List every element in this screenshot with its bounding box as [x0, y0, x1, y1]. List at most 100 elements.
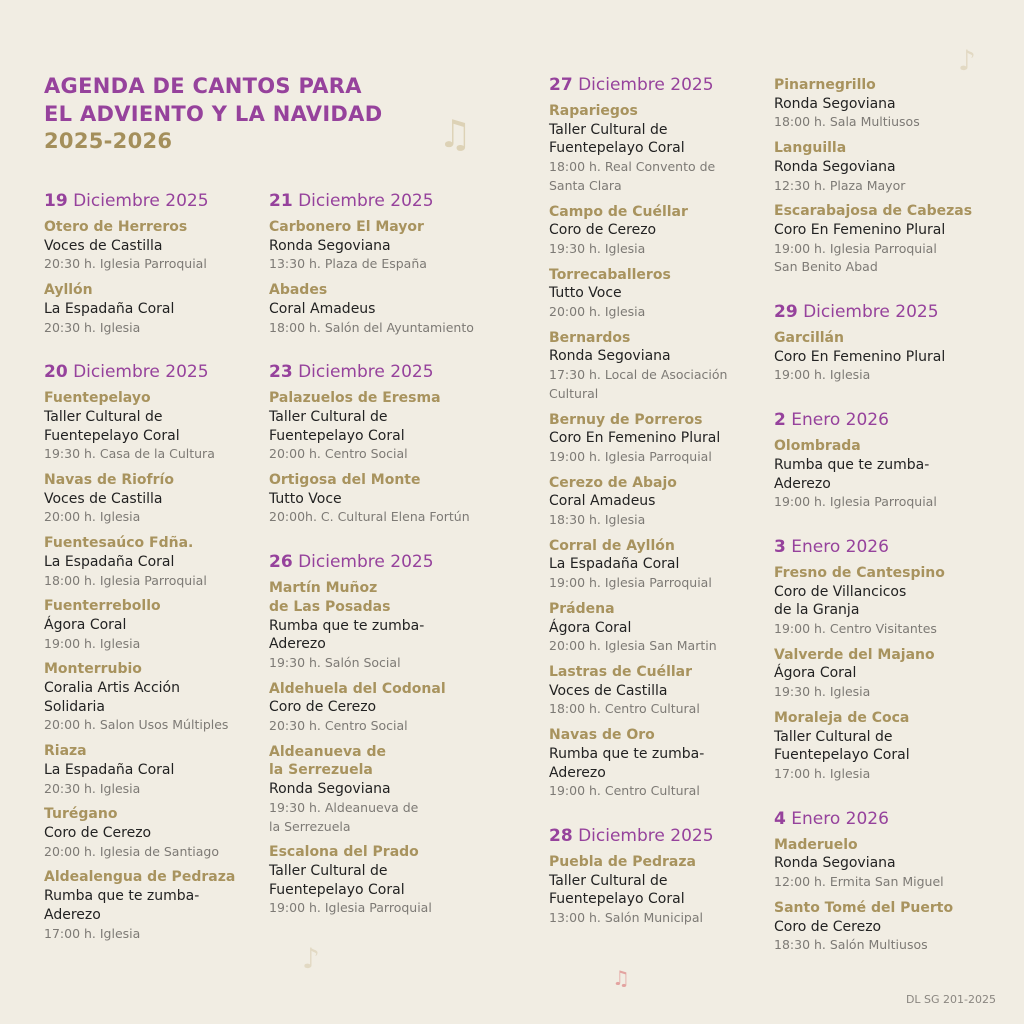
event-group: La Espadaña Coral [44, 761, 175, 778]
event-entry: Ortigosa del Monte Tutto Voce 20:00h. C. C… [269, 471, 519, 527]
event-place: Corral de Ayllón [549, 537, 675, 554]
event-group: Taller Cultural de Fuentepelayo Coral [269, 862, 405, 898]
event-place: Bernardos [549, 329, 631, 346]
event-entry: Lastras de Cuéllar Voces de Castilla 18:00… [549, 663, 799, 719]
schedule-column-1: 19 Diciembre 2025 Otero de Herreros Voces … [44, 190, 294, 967]
event-place: Aldehuela del Codonal [269, 680, 446, 697]
event-entry: Ayllón La Espadaña Coral 20:30 h. Iglesia [44, 281, 294, 337]
event-group: Taller Cultural de Fuentepelayo Coral [549, 872, 685, 908]
event-detail: 18:30 h. Iglesia [549, 512, 646, 528]
date-section: 4 Enero 2026 Maderuelo Ronda Segoviana 12:0… [774, 808, 1024, 955]
event-place: Martín Muñoz de Las Posadas [269, 580, 391, 615]
event-group: Rumba que te zumba- Aderezo [549, 745, 705, 781]
event-entry: Moraleja de Coca Taller Cultural de Fuent… [774, 709, 1024, 784]
event-group: Voces de Castilla [44, 490, 163, 507]
event-group: Coro En Femenino Plural [774, 221, 946, 238]
event-place: Fuentesaúco Fdña. [44, 535, 194, 552]
event-group: Rumba que te zumba- Aderezo [774, 456, 930, 492]
event-entry: Maderuelo Ronda Segoviana 12:00 h. Ermita … [774, 836, 1024, 892]
event-detail: 20:00 h. Centro Social [269, 446, 408, 462]
music-note-icon: ♪ [958, 44, 976, 77]
event-place: Torrecaballeros [549, 266, 671, 283]
event-detail: 13:00 h. Salón Municipal [549, 910, 703, 926]
event-group: Taller Cultural de Fuentepelayo Coral [774, 728, 910, 764]
event-entry: Puebla de Pedraza Taller Cultural de Fuen… [549, 853, 799, 928]
event-place: Escarabajosa de Cabezas [774, 203, 973, 220]
date-section: 3 Enero 2026 Fresno de Cantespino Coro de … [774, 536, 1024, 784]
event-detail: 19:00 h. Iglesia Parroquial [269, 900, 432, 916]
legal-deposit: DL SG 201-2025 [905, 993, 996, 1006]
date-day: 4 [774, 808, 786, 829]
event-entry: Fresno de Cantespino Coro de Villancicos … [774, 564, 1024, 639]
event-detail: 18:00 h. Centro Cultural [549, 701, 700, 717]
event-detail: 18:00 h. Salón del Ayuntamiento [269, 319, 474, 335]
event-place: Carbonero El Mayor [269, 219, 424, 235]
event-group: Ronda Segoviana [774, 855, 896, 872]
event-detail: 20:30 h. Iglesia [44, 780, 141, 796]
schedule-column-3: 27 Diciembre 2025 Rapariegos Taller Cultur… [549, 74, 799, 952]
date-heading: 21 Diciembre 2025 [269, 190, 519, 212]
event-group: Coralia Artis Acción Solidaria [44, 680, 180, 715]
date-section: 2 Enero 2026 Olombrada Rumba que te zumba-… [774, 409, 1024, 512]
event-place: Navas de Riofrío [44, 472, 174, 489]
event-group: Coro de Cerezo [549, 222, 657, 239]
event-place: Santo Tomé del Puerto [774, 899, 954, 916]
event-place: Aldeanueva de la Serrezuela [269, 743, 386, 779]
event-entry: Campo de Cuéllar Coro de Cerezo 19:30 h. I… [549, 203, 799, 259]
music-note-icon: ♫ [612, 966, 630, 990]
event-entry: Fuentepelayo Taller Cultural de Fuentepel… [44, 389, 294, 464]
event-place: Pinarnegrillo [774, 77, 876, 93]
event-entry: Fuentesaúco Fdña. La Espadaña Coral 18:00 … [44, 534, 294, 590]
event-detail: 17:30 h. Local de Asociación Cultural [549, 367, 728, 401]
date-day: 26 [269, 552, 293, 573]
event-detail: 19:00 h. Centro Visitantes [774, 621, 937, 637]
date-month: Diciembre 2025 [578, 75, 714, 95]
event-detail: 19:30 h. Aldeanueva de la Serrezuela [269, 799, 419, 834]
event-detail: 17:00 h. Iglesia [44, 925, 141, 941]
event-entry: Escalona del Prado Taller Cultural de Fue… [269, 843, 519, 918]
date-section: 20 Diciembre 2025 Fuentepelayo Taller Cult… [44, 361, 294, 943]
event-group: Ágora Coral [549, 619, 632, 636]
event-group: Coral Amadeus [269, 300, 376, 317]
event-group: Rumba que te zumba- Aderezo [44, 888, 200, 923]
date-section: 26 Diciembre 2025 Martín Muñoz de Las Pos… [269, 551, 519, 918]
date-month: Enero 2026 [791, 808, 889, 829]
event-group: La Espadaña Coral [549, 556, 680, 573]
event-entry: Riaza La Espadaña Coral 20:30 h. Iglesia [44, 742, 294, 798]
event-place: Monterrubio [44, 661, 142, 678]
date-section: 29 Diciembre 2025 Garcillán Coro En Femeni… [774, 301, 1024, 385]
event-detail: 18:30 h. Salón Multiusos [774, 937, 928, 953]
event-detail: 20:30 h. Centro Social [269, 718, 408, 734]
date-day: 20 [44, 362, 68, 383]
title-line-1: AGENDA DE CANTOS PARA [44, 74, 362, 98]
event-group: Ronda Segoviana [774, 158, 896, 175]
event-entry: Pinarnegrillo Ronda Segoviana 18:00 h. Sal… [774, 76, 1024, 132]
date-month: Diciembre 2025 [73, 362, 209, 383]
date-heading: 3 Enero 2026 [774, 536, 1024, 558]
date-day: 21 [269, 191, 293, 211]
date-month: Diciembre 2025 [298, 191, 434, 211]
event-group: Ronda Segoviana [269, 781, 391, 798]
event-group: Coral Amadeus [549, 493, 656, 510]
date-month: Enero 2026 [791, 536, 889, 557]
event-entry: Navas de Riofrío Voces de Castilla 20:00 h… [44, 471, 294, 527]
event-detail: 19:00 h. Iglesia [44, 635, 141, 651]
event-group: Coro de Villancicos de la Granja [774, 583, 907, 619]
date-month: Diciembre 2025 [298, 362, 434, 383]
music-note-icon: ♪ [302, 942, 320, 975]
event-place: Maderuelo [774, 836, 858, 853]
date-month: Diciembre 2025 [298, 552, 434, 573]
event-detail: 18:00 h. Iglesia Parroquial [44, 572, 207, 588]
event-entry: Martín Muñoz de Las Posadas Rumba que te … [269, 579, 519, 673]
event-group: Ronda Segoviana [549, 348, 671, 365]
event-entry: Corral de Ayllón La Espadaña Coral 19:00 h… [549, 537, 799, 593]
event-place: Olombrada [774, 438, 861, 455]
event-entry: Turégano Coro de Cerezo 20:00 h. Iglesia d… [44, 805, 294, 861]
event-detail: 20:00 h. Salon Usos Múltiples [44, 717, 229, 733]
date-heading: 27 Diciembre 2025 [549, 74, 799, 96]
event-place: Prádena [549, 600, 615, 617]
event-group: Coro En Femenino Plural [774, 348, 946, 365]
event-place: Moraleja de Coca [774, 709, 910, 726]
date-day: 23 [269, 362, 293, 383]
date-section: 28 Diciembre 2025 Puebla de Pedraza Taller… [549, 825, 799, 928]
